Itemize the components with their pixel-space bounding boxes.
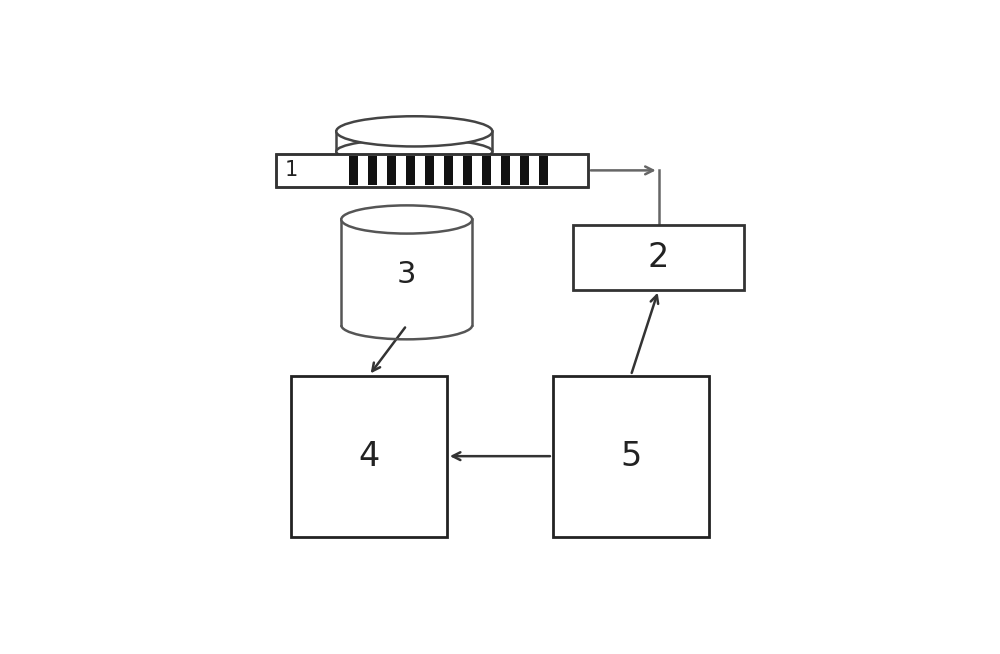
Bar — [276, 154, 588, 187]
Bar — [548, 156, 558, 185]
Bar — [396, 156, 406, 185]
Bar — [491, 156, 501, 185]
Bar — [553, 375, 709, 537]
Bar — [425, 156, 434, 185]
Bar — [520, 156, 529, 185]
Bar — [463, 156, 472, 185]
Bar — [510, 156, 520, 185]
Ellipse shape — [336, 139, 492, 164]
Bar — [349, 156, 358, 185]
Bar — [406, 156, 415, 185]
Bar — [482, 156, 491, 185]
Bar — [501, 156, 510, 185]
Text: 2: 2 — [648, 241, 669, 274]
Bar — [415, 156, 425, 185]
Bar — [434, 156, 444, 185]
Bar — [276, 154, 588, 187]
Text: 4: 4 — [358, 439, 380, 473]
Bar — [453, 156, 463, 185]
Bar — [387, 156, 396, 185]
Bar — [539, 156, 548, 185]
Text: 5: 5 — [620, 439, 641, 473]
Bar — [336, 131, 492, 152]
Bar — [358, 156, 368, 185]
Bar — [377, 156, 387, 185]
Ellipse shape — [341, 205, 472, 233]
Bar — [573, 224, 744, 290]
Bar — [529, 156, 539, 185]
Text: 3: 3 — [397, 260, 416, 289]
Ellipse shape — [336, 116, 492, 146]
Bar — [472, 156, 482, 185]
Bar — [291, 375, 447, 537]
Bar — [444, 156, 453, 185]
Bar — [368, 156, 377, 185]
Text: 1: 1 — [284, 160, 298, 180]
Bar — [341, 220, 472, 325]
